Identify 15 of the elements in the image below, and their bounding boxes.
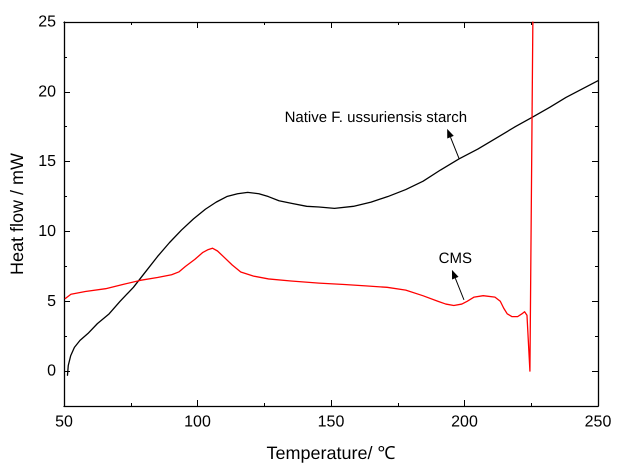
- x-tick-label: 50: [55, 414, 73, 430]
- y-tick-label: 0: [47, 362, 56, 380]
- y-tick-label: 25: [38, 14, 56, 30]
- y-tick-label: 20: [38, 83, 56, 100]
- x-tick-label: 250: [584, 414, 612, 430]
- annotation: Native F. ussuriensis starch: [284, 108, 468, 126]
- x-tick-label: 200: [451, 414, 478, 430]
- x-tick-label: 100: [184, 414, 211, 430]
- y-tick-label: 5: [47, 292, 56, 310]
- x-axis-title: Temperature/ ℃: [266, 443, 396, 463]
- annotation: CMS: [438, 250, 472, 267]
- y-tick-label: 10: [38, 222, 56, 240]
- y-axis-title: Heat flow / mW: [7, 152, 27, 276]
- y-tick-label: 15: [38, 153, 56, 170]
- x-tick-label: 150: [318, 414, 344, 430]
